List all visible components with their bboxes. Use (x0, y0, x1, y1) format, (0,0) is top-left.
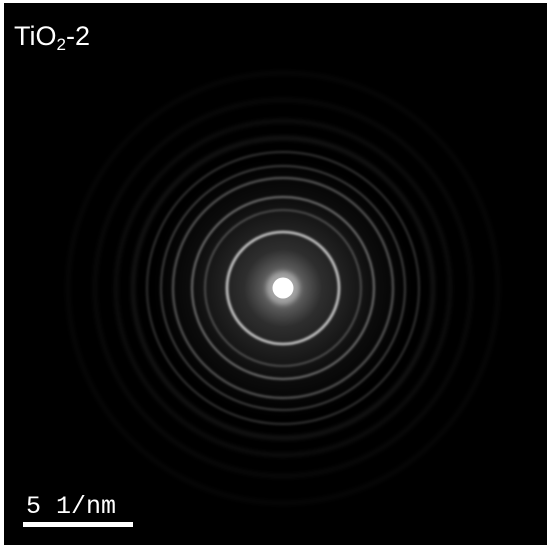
diffraction-ring-5 (160, 165, 406, 411)
diffraction-ring-1 (225, 230, 341, 346)
sample-label-suffix: -2 (65, 21, 90, 51)
diffraction-image: TiO2-2 5 1/nm (4, 3, 547, 545)
diffraction-ring-4 (171, 176, 395, 400)
diffraction-ring-3 (191, 196, 375, 380)
diffraction-ring-2 (204, 209, 362, 367)
diffraction-pattern (4, 3, 547, 545)
diffraction-rings (66, 71, 500, 505)
diffraction-ring-7 (131, 136, 435, 440)
scale-bar (23, 522, 133, 527)
sample-label-subscript: 2 (56, 35, 66, 54)
diffraction-ring-6 (146, 151, 420, 425)
diffraction-ring-9 (93, 98, 473, 478)
sample-label-base: TiO (14, 21, 57, 51)
diffraction-ring-8 (114, 119, 452, 457)
sample-label: TiO2-2 (14, 21, 90, 54)
central-beam-spot (266, 271, 300, 305)
scale-bar-label: 5 1/nm (26, 492, 117, 521)
diffraction-ring-10 (66, 71, 500, 505)
